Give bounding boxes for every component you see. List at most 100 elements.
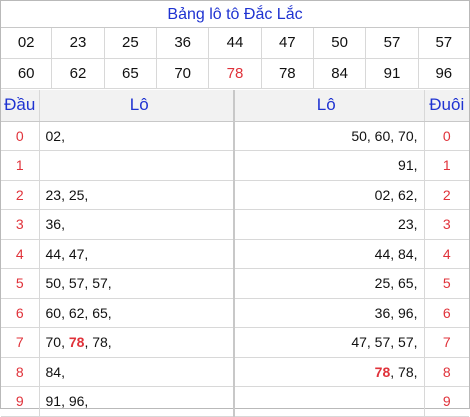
lo-numbers-text: 50, 60, 70,: [351, 127, 418, 144]
drawn-number-cell: 25: [104, 28, 158, 59]
duoi-digit: 0: [424, 121, 469, 151]
lo-right-cell: [234, 386, 425, 417]
duoi-digit: 1: [424, 150, 469, 181]
lo-right-cell: 25, 65,: [234, 268, 425, 299]
lo-numbers-text: 25, 65,: [374, 275, 418, 292]
duoi-digit: 6: [424, 298, 469, 328]
dau-digit: 6: [1, 298, 40, 328]
header-duoi: Đuôi: [424, 90, 469, 122]
duoi-digit: 3: [424, 209, 469, 240]
drawn-number-cell: 78: [208, 58, 262, 89]
lo-numbers-text: 23,: [398, 216, 418, 233]
duoi-digit: 4: [424, 239, 469, 269]
lo-left-cell: 70, 78, 78,: [39, 327, 235, 358]
lo-numbers-text: 60, 62, 65,: [45, 304, 112, 321]
drawn-numbers-grid: 02 23 25 36 44 47 50 57 57 60 62 65 70 78 78 84 91 96: [1, 28, 469, 89]
drawn-number-cell: 70: [156, 58, 210, 89]
table-row: 8 84, 78, 78, 8: [1, 357, 469, 387]
lo-left-cell: 36,: [39, 209, 235, 240]
drawn-number-cell: 78: [261, 58, 314, 89]
duoi-digit: 5: [424, 268, 469, 299]
header-lo-right: Lô: [234, 90, 425, 122]
duoi-digit: 2: [424, 180, 469, 210]
lo-left-cell: 23, 25,: [39, 180, 235, 210]
dau-digit: 3: [1, 209, 40, 240]
drawn-number-cell: 36: [156, 28, 210, 59]
lo-numbers-text: 84,: [45, 363, 65, 380]
lo-numbers-text: , 78,: [84, 334, 112, 351]
table-row: 0 02, 50, 60, 70, 0: [1, 121, 469, 151]
lo-numbers-text: 44, 47,: [45, 245, 89, 262]
dau-digit: 9: [1, 386, 40, 417]
drawn-number-cell: 47: [261, 28, 314, 59]
lo-numbers-text: 91, 96,: [45, 393, 89, 410]
drawn-number-cell: 91: [365, 58, 419, 89]
dau-digit: 0: [1, 121, 40, 151]
table-row: 5 50, 57, 57, 25, 65, 5: [1, 268, 469, 299]
lo-numbers-text: 50, 57, 57,: [45, 275, 112, 292]
lo-numbers-text: 36,: [45, 216, 65, 233]
lo-numbers-text: 02,: [45, 127, 65, 144]
lo-left-cell: 84,: [39, 357, 235, 387]
table-row: 9 91, 96, 9: [1, 386, 469, 417]
drawn-number-cell: 62: [51, 58, 105, 89]
table-row: 1 91, 1: [1, 150, 469, 181]
dau-digit: 7: [1, 327, 40, 358]
lo-numbers-text: 70,: [45, 334, 69, 351]
lo-numbers-text: 02, 62,: [374, 186, 418, 203]
numbers-row: 02 23 25 36 44 47 50 57 57: [1, 28, 469, 59]
lo-right-cell: 23,: [234, 209, 425, 240]
table-row: 4 44, 47, 44, 84, 4: [1, 239, 469, 269]
drawn-number-cell: 57: [418, 28, 469, 59]
lo-right-cell: 44, 84,: [234, 239, 425, 269]
table-title: Bảng lô tô Đắc Lắc: [1, 1, 469, 28]
lo-left-cell: 91, 96,: [39, 386, 235, 417]
drawn-number-cell: 57: [365, 28, 419, 59]
duoi-digit: 7: [424, 327, 469, 358]
lo-right-cell: 47, 57, 57,: [234, 327, 425, 358]
dau-digit: 1: [1, 150, 40, 181]
highlighted-number: 78: [68, 334, 85, 351]
drawn-number-cell: 44: [208, 28, 262, 59]
lo-left-cell: 50, 57, 57,: [39, 268, 235, 299]
lo-numbers-text: , 78,: [390, 363, 418, 380]
lo-numbers-text: 47, 57, 57,: [351, 334, 418, 351]
dau-digit: 5: [1, 268, 40, 299]
header-lo-left: Lô: [39, 90, 235, 122]
header-row: Đầu Lô Lô Đuôi: [1, 90, 469, 122]
drawn-number-cell: 50: [313, 28, 367, 59]
numbers-row: 60 62 65 70 78 78 84 91 96: [1, 58, 469, 89]
table-row: 3 36, 23, 3: [1, 209, 469, 240]
header-dau: Đầu: [1, 90, 40, 122]
drawn-number-cell: 23: [51, 28, 105, 59]
lo-left-cell: 60, 62, 65,: [39, 298, 235, 328]
dau-digit: 8: [1, 357, 40, 387]
drawn-number-cell: 84: [313, 58, 367, 89]
table-row: 7 70, 78, 78, 47, 57, 57, 7: [1, 327, 469, 358]
table-row: 6 60, 62, 65, 36, 96, 6: [1, 298, 469, 328]
lo-numbers-text: 23, 25,: [45, 186, 89, 203]
lo-left-cell: [39, 150, 235, 181]
lo-left-cell: 44, 47,: [39, 239, 235, 269]
duoi-digit: 8: [424, 357, 469, 387]
table-row: 2 23, 25, 02, 62, 2: [1, 180, 469, 210]
lo-right-cell: 02, 62,: [234, 180, 425, 210]
lo-right-cell: 50, 60, 70,: [234, 121, 425, 151]
lo-numbers-text: 91,: [398, 157, 418, 174]
lo-right-cell: 91,: [234, 150, 425, 181]
duoi-digit: 9: [424, 386, 469, 417]
drawn-number-cell: 60: [1, 58, 53, 89]
dau-digit: 2: [1, 180, 40, 210]
lo-to-table: Đầu Lô Lô Đuôi 0 02, 50, 60, 70, 0 1 91, 1 2 23,…: [1, 90, 469, 417]
lo-left-cell: 02,: [39, 121, 235, 151]
lo-numbers-text: 36, 96,: [374, 304, 418, 321]
drawn-number-cell: 02: [1, 28, 53, 59]
drawn-number-cell: 96: [418, 58, 469, 89]
drawn-number-cell: 65: [104, 58, 158, 89]
dau-digit: 4: [1, 239, 40, 269]
lo-numbers-text: 44, 84,: [374, 245, 418, 262]
lo-right-cell: 36, 96,: [234, 298, 425, 328]
lo-right-cell: 78, 78,: [234, 357, 425, 387]
highlighted-number: 78: [374, 363, 391, 380]
